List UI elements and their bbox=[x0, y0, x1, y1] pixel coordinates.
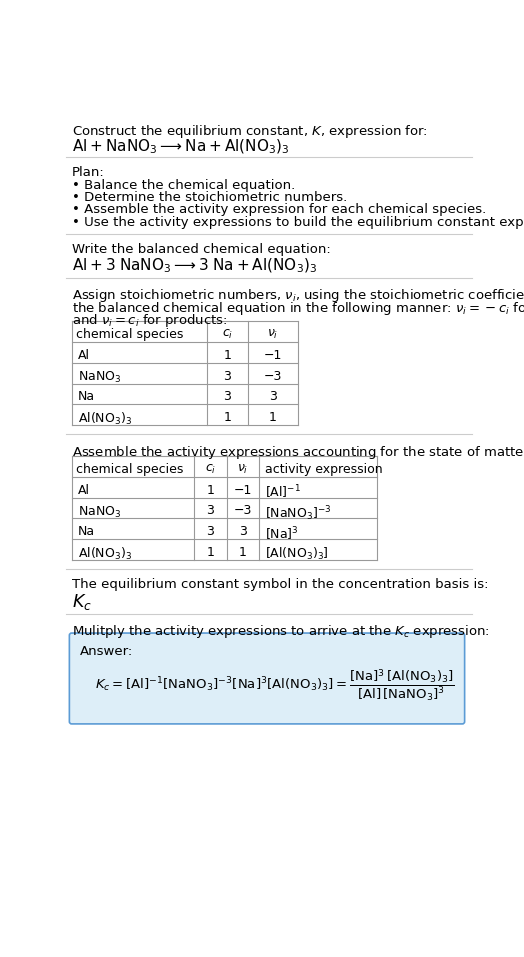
Text: $\nu_i$: $\nu_i$ bbox=[237, 463, 249, 476]
Text: Al(NO$_3$)$_3$: Al(NO$_3$)$_3$ bbox=[78, 412, 132, 428]
Text: the balanced chemical equation in the following manner: $\nu_i = -c_i$ for react: the balanced chemical equation in the fo… bbox=[72, 300, 524, 317]
Text: Assign stoichiometric numbers, $\nu_i$, using the stoichiometric coefficients, $: Assign stoichiometric numbers, $\nu_i$, … bbox=[72, 287, 524, 304]
Text: 1: 1 bbox=[239, 546, 247, 559]
Text: $\nu_i$: $\nu_i$ bbox=[267, 328, 278, 342]
Text: −3: −3 bbox=[264, 369, 282, 383]
Text: 1: 1 bbox=[269, 412, 277, 424]
Text: $[\mathrm{NaNO_3}]^{-3}$: $[\mathrm{NaNO_3}]^{-3}$ bbox=[266, 504, 332, 523]
Text: chemical species: chemical species bbox=[77, 463, 184, 476]
Text: • Determine the stoichiometric numbers.: • Determine the stoichiometric numbers. bbox=[72, 191, 347, 204]
Text: −3: −3 bbox=[234, 504, 252, 518]
Text: $c_i$: $c_i$ bbox=[205, 463, 216, 476]
Text: Al: Al bbox=[78, 349, 90, 362]
Text: 3: 3 bbox=[206, 525, 214, 538]
Text: Write the balanced chemical equation:: Write the balanced chemical equation: bbox=[72, 243, 331, 256]
Text: • Use the activity expressions to build the equilibrium constant expression.: • Use the activity expressions to build … bbox=[72, 215, 524, 229]
Text: Construct the equilibrium constant, $K$, expression for:: Construct the equilibrium constant, $K$,… bbox=[72, 122, 428, 140]
Text: $\mathrm{Al + NaNO_3 \longrightarrow Na + Al(NO_3)_3}$: $\mathrm{Al + NaNO_3 \longrightarrow Na … bbox=[72, 137, 289, 156]
Text: The equilibrium constant symbol in the concentration basis is:: The equilibrium constant symbol in the c… bbox=[72, 578, 488, 591]
FancyBboxPatch shape bbox=[69, 633, 465, 723]
Text: NaNO$_3$: NaNO$_3$ bbox=[78, 504, 121, 520]
Text: 3: 3 bbox=[239, 525, 247, 538]
Text: and $\nu_i = c_i$ for products:: and $\nu_i = c_i$ for products: bbox=[72, 312, 227, 329]
Text: • Balance the chemical equation.: • Balance the chemical equation. bbox=[72, 179, 295, 191]
Text: 3: 3 bbox=[206, 504, 214, 518]
Text: 1: 1 bbox=[206, 483, 214, 497]
Text: $K_c$: $K_c$ bbox=[72, 592, 92, 612]
Text: Na: Na bbox=[78, 390, 95, 404]
Text: activity expression: activity expression bbox=[266, 463, 383, 476]
Text: $K_c = [\mathrm{Al}]^{-1} [\mathrm{NaNO_3}]^{-3} [\mathrm{Na}]^{3} [\mathrm{Al(N: $K_c = [\mathrm{Al}]^{-1} [\mathrm{NaNO_… bbox=[95, 668, 455, 703]
Text: $\mathrm{Al + 3\;NaNO_3 \longrightarrow 3\;Na + Al(NO_3)_3}$: $\mathrm{Al + 3\;NaNO_3 \longrightarrow … bbox=[72, 256, 317, 275]
Text: Plan:: Plan: bbox=[72, 167, 104, 179]
Text: Mulitply the activity expressions to arrive at the $K_c$ expression:: Mulitply the activity expressions to arr… bbox=[72, 623, 489, 640]
Text: 3: 3 bbox=[269, 390, 277, 404]
Text: 1: 1 bbox=[224, 349, 232, 362]
Text: 1: 1 bbox=[224, 412, 232, 424]
Text: $c_i$: $c_i$ bbox=[222, 328, 233, 342]
Text: $[\mathrm{Na}]^{3}$: $[\mathrm{Na}]^{3}$ bbox=[266, 525, 299, 543]
Text: Assemble the activity expressions accounting for the state of matter and $\nu_i$: Assemble the activity expressions accoun… bbox=[72, 444, 524, 460]
Text: chemical species: chemical species bbox=[77, 328, 184, 341]
Text: 3: 3 bbox=[224, 369, 232, 383]
Text: −1: −1 bbox=[264, 349, 282, 362]
Text: NaNO$_3$: NaNO$_3$ bbox=[78, 369, 121, 385]
Text: Answer:: Answer: bbox=[80, 645, 133, 657]
Text: Na: Na bbox=[78, 525, 95, 538]
Text: • Assemble the activity expression for each chemical species.: • Assemble the activity expression for e… bbox=[72, 204, 486, 216]
Text: $[\mathrm{Al}]^{-1}$: $[\mathrm{Al}]^{-1}$ bbox=[266, 483, 301, 501]
Text: −1: −1 bbox=[234, 483, 252, 497]
Text: Al: Al bbox=[78, 483, 90, 497]
Text: 3: 3 bbox=[224, 390, 232, 404]
Text: $[\mathrm{Al(NO_3)_3}]$: $[\mathrm{Al(NO_3)_3}]$ bbox=[266, 546, 329, 562]
Text: Al(NO$_3$)$_3$: Al(NO$_3$)$_3$ bbox=[78, 546, 132, 562]
Text: 1: 1 bbox=[206, 546, 214, 559]
